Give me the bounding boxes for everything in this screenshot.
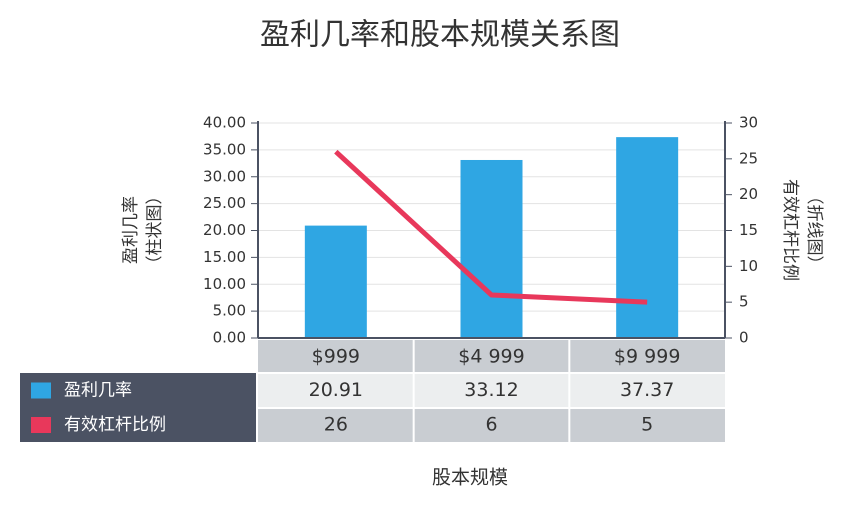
table-value: 26 <box>324 414 348 436</box>
legend-label: 盈利几率 <box>64 381 132 401</box>
bar <box>616 137 679 338</box>
table-value: 37.37 <box>620 379 674 401</box>
y2-tick-label: 5 <box>739 293 749 311</box>
table-value: 20.91 <box>309 379 363 401</box>
legend-cell <box>20 373 256 408</box>
line <box>334 149 648 305</box>
bar <box>304 225 367 338</box>
y2-tick-label: 30 <box>739 114 758 132</box>
y-tick-label: 5.00 <box>213 302 246 320</box>
y-axis-label: 盈利几率 （柱状图） <box>121 188 165 273</box>
y-tick-label: 35.00 <box>203 140 246 158</box>
table-value: 5 <box>641 414 653 436</box>
y-tick-label: 25.00 <box>203 194 246 212</box>
table-value: 33.12 <box>464 379 518 401</box>
y-tick-label: 20.00 <box>203 221 246 239</box>
table-value: 6 <box>485 414 497 436</box>
y2-axis-label-line: 有效杠杆比例 <box>780 179 800 281</box>
legend-label: 有效杠杆比例 <box>64 415 166 435</box>
y-axis-label-line: 盈利几率 <box>121 196 141 264</box>
y2-axis-label: 有效杠杆比例 （折线图） <box>780 179 824 281</box>
table-row <box>258 373 725 408</box>
y-tick-label: 0.00 <box>213 329 246 347</box>
y2-tick-label: 25 <box>739 149 758 167</box>
x-tick-label: $999 <box>312 346 360 368</box>
y-tick-label: 30.00 <box>203 167 246 185</box>
legend-swatch <box>31 382 51 399</box>
y-tick-label: 10.00 <box>203 275 246 293</box>
x-tick-label: $4 999 <box>458 346 524 368</box>
y-axis-label-line: （柱状图） <box>145 188 165 273</box>
legend-cell <box>20 408 256 442</box>
legend-swatch <box>31 417 51 433</box>
y2-tick-label: 20 <box>739 185 758 203</box>
chart-title: 盈利几率和股本规模关系图 <box>260 18 620 53</box>
y-tick-label: 15.00 <box>203 248 246 266</box>
x-axis-label: 股本规模 <box>432 467 508 489</box>
y2-axis-label-line: （折线图） <box>804 188 824 273</box>
table-row <box>258 408 725 442</box>
table-row <box>258 340 725 373</box>
bar <box>460 159 523 338</box>
y2-tick-label: 15 <box>739 221 758 239</box>
y2-tick-label: 10 <box>739 257 758 275</box>
y-tick-label: 40.00 <box>203 114 246 132</box>
y2-tick-label: 0 <box>739 329 749 347</box>
x-tick-label: $9 999 <box>614 346 680 368</box>
